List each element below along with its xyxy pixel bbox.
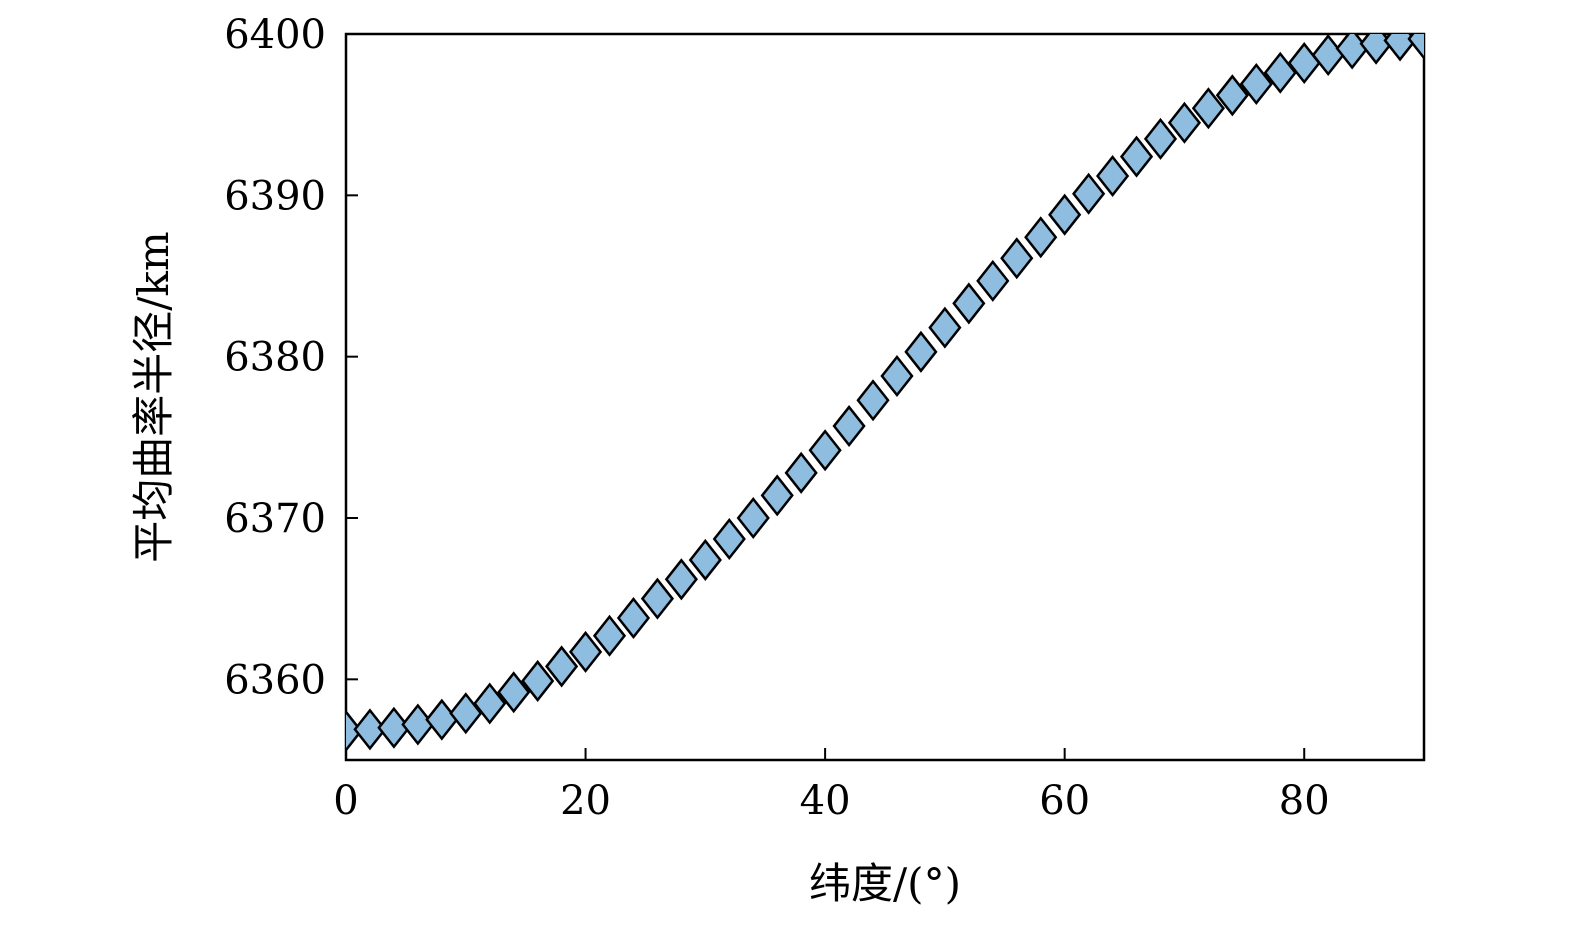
- plot-frame: [344, 32, 1426, 762]
- data-point-diamond: [1383, 34, 1417, 62]
- data-point-diamond: [1263, 51, 1297, 94]
- data-point-diamond: [832, 405, 866, 448]
- x-tick-label: 80: [1279, 778, 1330, 824]
- data-point-diamond: [568, 630, 603, 673]
- data-point-diamond: [640, 577, 675, 620]
- data-point-diamond: [1407, 34, 1424, 60]
- y-tick-label: 6390: [224, 173, 326, 219]
- data-point-diamond: [401, 703, 435, 746]
- data-point-diamond: [1024, 216, 1058, 259]
- x-axis-title: 纬度/(°): [809, 859, 961, 908]
- x-tick-label: 0: [333, 778, 358, 824]
- data-point-diamond: [976, 259, 1010, 302]
- data-point-diamond: [497, 671, 531, 714]
- data-point-diamond: [712, 517, 746, 560]
- data-point-diamond: [904, 330, 938, 373]
- data-point-diamond: [808, 429, 842, 472]
- data-point-diamond: [1072, 172, 1106, 215]
- data-point-diamond: [688, 538, 722, 581]
- data-point-diamond: [856, 379, 890, 422]
- data-point-diamond: [880, 355, 914, 398]
- data-point-diamond: [1143, 117, 1178, 160]
- data-point-diamond: [1000, 237, 1034, 280]
- data-point-diamond: [736, 496, 770, 540]
- data-point-diamond: [784, 451, 818, 494]
- data-point-diamond: [449, 692, 483, 735]
- data-point-diamond: [545, 645, 579, 688]
- data-point-diamond: [521, 659, 555, 702]
- data-point-diamond: [952, 282, 986, 325]
- y-tick-label: 6400: [224, 12, 326, 58]
- data-point-diamond: [1048, 193, 1082, 236]
- x-ticks: 0 20 40 60 80: [333, 748, 1330, 824]
- data-point-diamond: [1239, 62, 1273, 106]
- y-tick-label: 6360: [224, 657, 326, 703]
- data-point-diamond: [1095, 154, 1130, 197]
- y-tick-label: 6380: [224, 335, 326, 381]
- x-tick-label: 60: [1039, 778, 1090, 824]
- data-point-diamond: [928, 306, 962, 349]
- y-tick-label: 6370: [224, 496, 326, 542]
- data-point-diamond: [353, 708, 387, 751]
- data-markers: [346, 34, 1424, 752]
- x-tick-label: 40: [800, 778, 851, 824]
- data-point-diamond: [1215, 74, 1249, 117]
- y-axis-title: 平均曲率半径/km: [129, 231, 178, 562]
- data-point-diamond: [425, 698, 459, 741]
- data-point-diamond: [346, 709, 363, 752]
- data-point-diamond: [1311, 34, 1345, 76]
- data-point-diamond: [473, 682, 507, 725]
- data-point-diamond: [1191, 87, 1225, 130]
- x-tick-label: 20: [560, 778, 611, 824]
- data-point-diamond: [1119, 135, 1154, 178]
- data-point-diamond: [616, 597, 651, 640]
- data-point-diamond: [1167, 101, 1202, 144]
- data-point-diamond: [760, 474, 794, 517]
- data-point-diamond: [592, 614, 627, 657]
- y-ticks: 6360 6370 6380 6390 6400: [224, 12, 358, 703]
- data-point-diamond: [664, 558, 698, 601]
